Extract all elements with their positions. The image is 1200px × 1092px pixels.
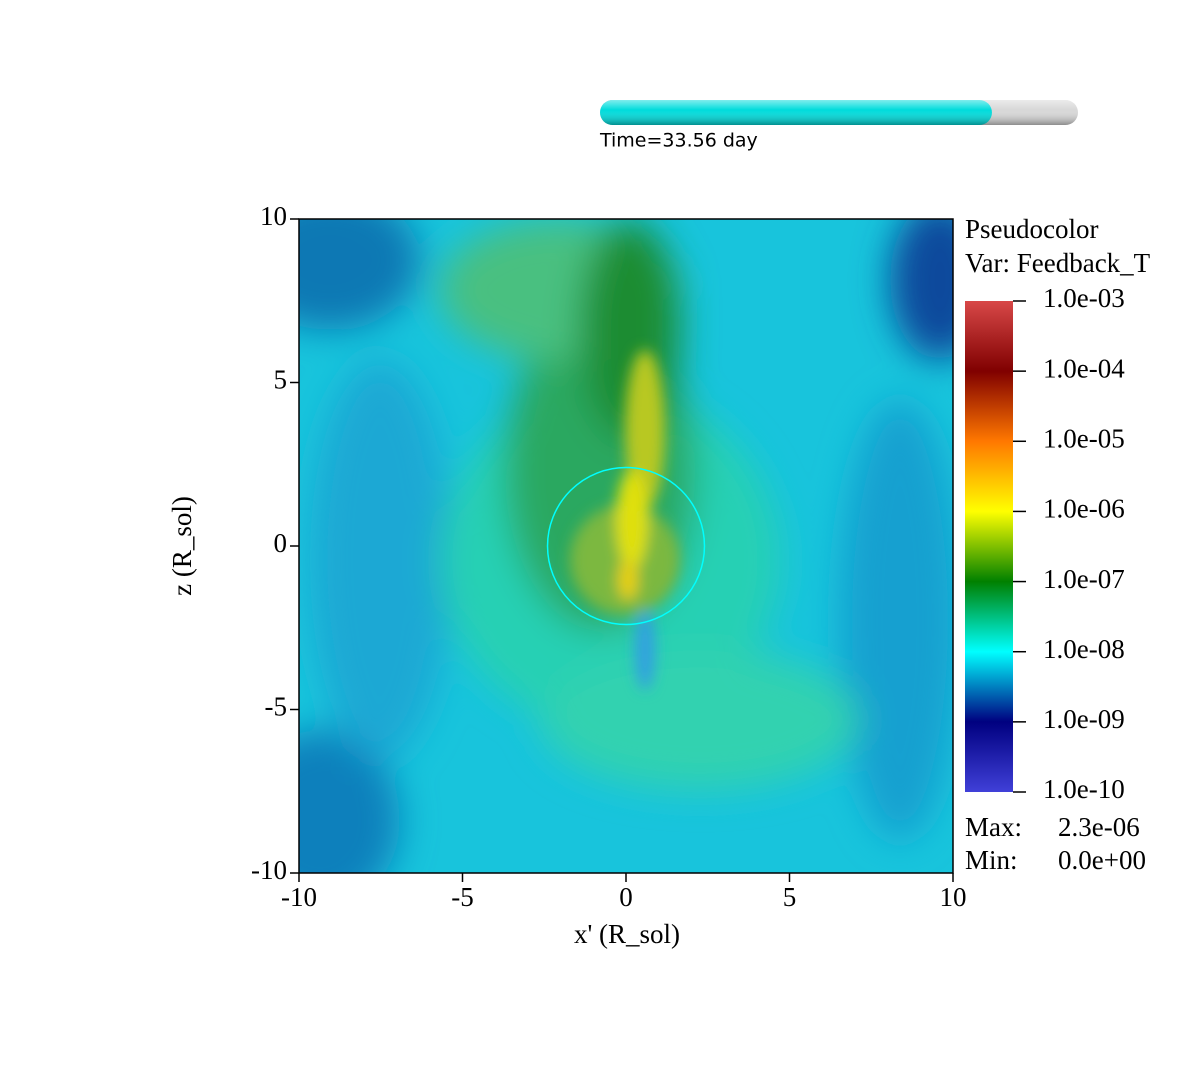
x-axis-label: x' (R_sol) xyxy=(574,919,680,949)
min-label: Min: xyxy=(965,845,1018,875)
time-label: Time=33.56 day xyxy=(599,130,758,152)
y-tick-label: -5 xyxy=(265,692,288,722)
colorbar-tick-label: 1.0e-05 xyxy=(1043,423,1125,453)
y-axis-label: z (R_sol) xyxy=(167,496,197,596)
legend-variable: Var: Feedback_T xyxy=(965,248,1151,278)
colorbar-tick-label: 1.0e-10 xyxy=(1043,774,1125,804)
colorbar xyxy=(965,301,1013,792)
x-tick-label: -5 xyxy=(451,882,474,912)
x-tick-label: 5 xyxy=(783,882,797,912)
max-label: Max: xyxy=(965,812,1022,842)
colorbar-tick-label: 1.0e-07 xyxy=(1043,564,1125,594)
slider-shade xyxy=(600,100,1078,125)
min-value: 0.0e+00 xyxy=(1058,845,1146,875)
y-tick-label: -10 xyxy=(251,855,287,885)
pseudocolor-field xyxy=(299,219,953,873)
colorbar-tick-label: 1.0e-03 xyxy=(1043,283,1125,313)
x-tick-label: -10 xyxy=(281,882,317,912)
colorbar-tick-label: 1.0e-04 xyxy=(1043,353,1125,383)
legend-title: Pseudocolor xyxy=(965,214,1098,244)
y-tick-label: 0 xyxy=(274,528,288,558)
x-tick-label: 0 xyxy=(619,882,633,912)
y-tick-label: 5 xyxy=(274,365,288,395)
colorbar-tick-label: 1.0e-09 xyxy=(1043,704,1125,734)
annotation-circle xyxy=(546,466,706,626)
max-value: 2.3e-06 xyxy=(1058,812,1140,842)
x-tick-label: 10 xyxy=(940,882,967,912)
y-tick-label: 10 xyxy=(260,201,287,231)
colorbar-tick-label: 1.0e-06 xyxy=(1043,494,1125,524)
colorbar-tick-label: 1.0e-08 xyxy=(1043,634,1125,664)
